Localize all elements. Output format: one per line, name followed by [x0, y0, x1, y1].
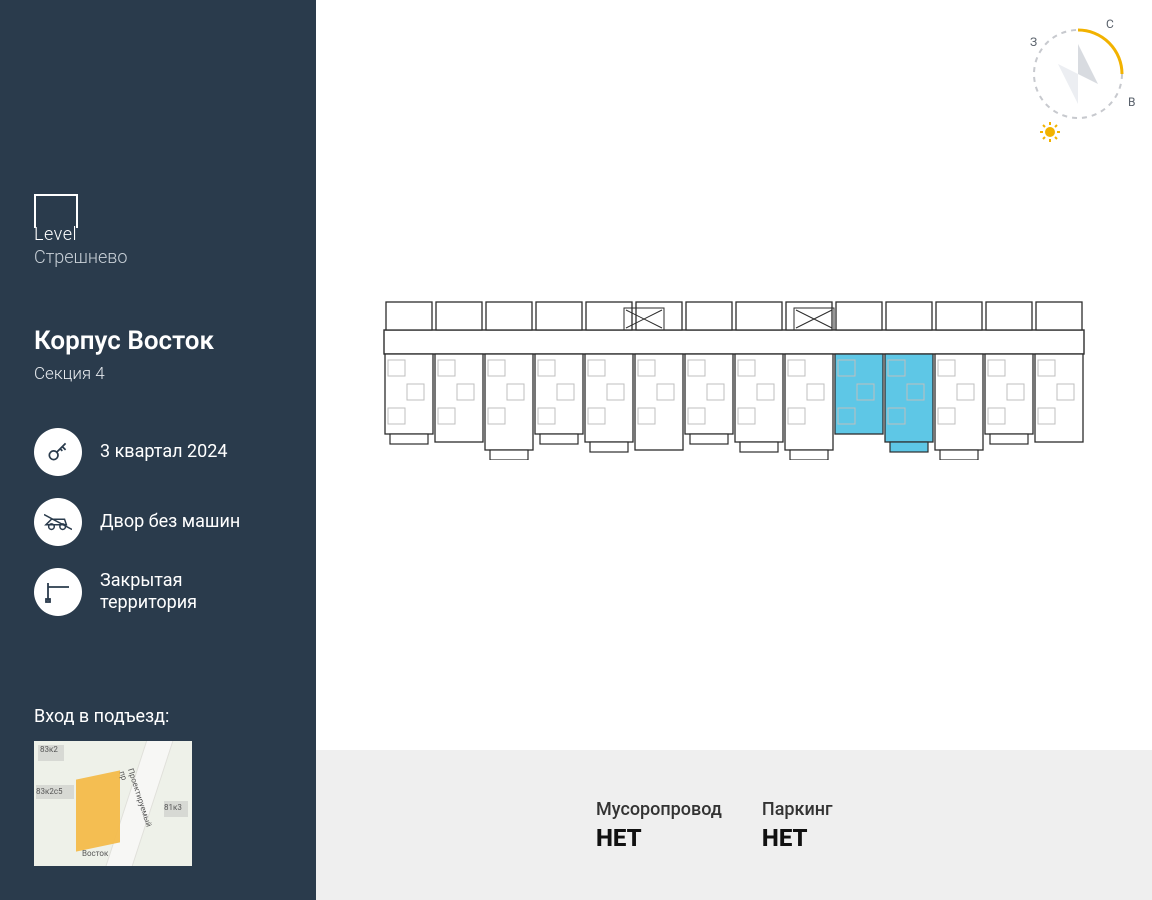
compass-w: З [1030, 35, 1037, 49]
map-highlight-building [76, 770, 120, 851]
gate-icon [34, 568, 82, 616]
footer-parking: Паркинг НЕТ [762, 799, 833, 852]
building-section: Секция 4 [34, 364, 282, 384]
main-content: С В З [316, 0, 1152, 900]
unit[interactable] [585, 354, 633, 442]
feature-carfree-label: Двор без машин [100, 511, 240, 534]
floorplan-svg[interactable] [374, 290, 1094, 460]
unit[interactable] [635, 354, 683, 450]
keys-icon [34, 428, 82, 476]
brand-logo: Level Стрешнево [34, 194, 282, 268]
compass-n: С [1106, 17, 1114, 31]
map-label: 83к2 [40, 745, 58, 754]
building-title: Корпус Восток [34, 326, 282, 356]
map-label: 81к3 [164, 803, 182, 812]
entrance-mini-map[interactable]: 83к2 83к2с5 81к3 Восток Проектируемый пр [34, 741, 192, 866]
footer-garbage-value: НЕТ [596, 824, 722, 852]
unit[interactable] [785, 354, 833, 450]
car-free-icon [34, 498, 82, 546]
unit[interactable] [935, 354, 983, 450]
footer-info: Мусоропровод НЕТ Паркинг НЕТ [316, 750, 1152, 900]
feature-carfree: Двор без машин [34, 498, 282, 546]
compass-e: В [1128, 95, 1135, 109]
unit[interactable] [985, 354, 1033, 434]
unit[interactable] [385, 354, 433, 434]
map-label: 83к2с5 [36, 787, 63, 796]
unit-highlighted[interactable] [835, 354, 883, 434]
feature-delivery: 3 квартал 2024 [34, 428, 282, 476]
feature-delivery-label: 3 квартал 2024 [100, 441, 227, 464]
feature-gated-label: Закрытая территория [100, 570, 282, 615]
unit[interactable] [1035, 354, 1083, 442]
feature-gated: Закрытая территория [34, 568, 282, 616]
unit[interactable] [535, 354, 583, 434]
entrance-label: Вход в подъезд: [34, 706, 282, 727]
footer-parking-value: НЕТ [762, 824, 833, 852]
unit[interactable] [735, 354, 783, 442]
map-label: Восток [82, 849, 108, 858]
footer-garbage: Мусоропровод НЕТ [596, 799, 722, 852]
sidebar: Level Стрешнево Корпус Восток Секция 4 3… [0, 0, 316, 900]
footer-garbage-label: Мусоропровод [596, 799, 722, 820]
unit[interactable] [685, 354, 733, 434]
feature-list: 3 квартал 2024 Двор без машин Закрытая т… [34, 428, 282, 616]
footer-parking-label: Паркинг [762, 799, 833, 820]
compass-widget: С В З [1018, 14, 1138, 154]
brand-logo-mark [34, 194, 78, 228]
unit[interactable] [435, 354, 483, 442]
sun-icon [1040, 122, 1060, 142]
brand-project: Стрешнево [34, 247, 282, 268]
unit[interactable] [485, 354, 533, 450]
unit-highlighted[interactable] [885, 354, 933, 442]
floorplan-area: С В З [316, 0, 1152, 750]
